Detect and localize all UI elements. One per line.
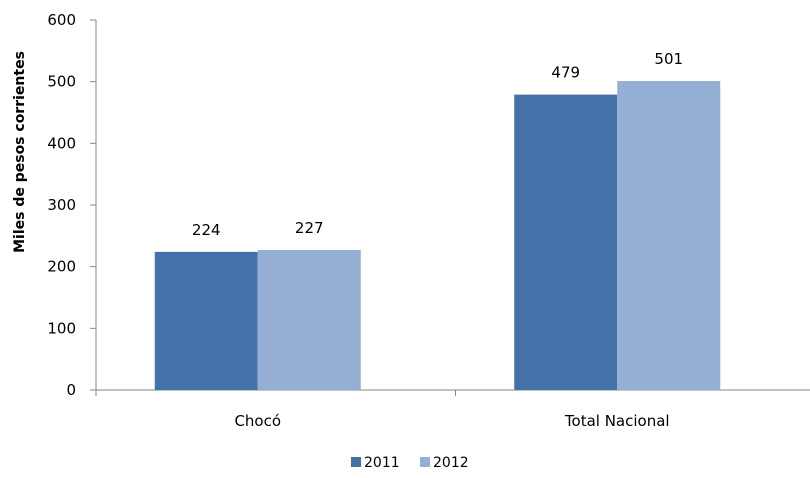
y-axis: 0 100 200 300 400 500 600 [47, 11, 97, 399]
bar-2011-1 [514, 94, 618, 390]
bar-2012-0 [257, 250, 361, 390]
legend: 2011 2012 [351, 455, 469, 471]
y-tick-label: 500 [47, 73, 76, 91]
x-tick-label: Total Nacional [564, 412, 670, 430]
data-label: 224 [192, 221, 221, 239]
y-tick-label: 100 [47, 319, 76, 337]
x-axis: Chocó Total Nacional [95, 389, 810, 430]
data-label: 501 [654, 50, 683, 68]
legend-label-2011: 2011 [364, 455, 400, 471]
y-axis-label: Miles de pesos corrientes [12, 51, 28, 253]
bar-2011-0 [154, 251, 258, 390]
data-label: 479 [551, 64, 580, 82]
legend-label-2012: 2012 [433, 455, 469, 471]
y-tick-label: 0 [66, 381, 76, 399]
legend-swatch-2011 [351, 457, 361, 467]
y-tick-label: 200 [47, 258, 76, 276]
y-tick-label: 600 [47, 11, 76, 29]
y-tick-label: 400 [47, 134, 76, 152]
x-tick-label: Chocó [234, 412, 281, 430]
data-label: 227 [295, 219, 324, 237]
y-tick-label: 300 [47, 196, 76, 214]
data-labels: 224 227 479 501 [192, 50, 683, 239]
legend-swatch-2012 [420, 457, 430, 467]
bars [154, 81, 721, 391]
bar-2012-1 [617, 81, 721, 391]
